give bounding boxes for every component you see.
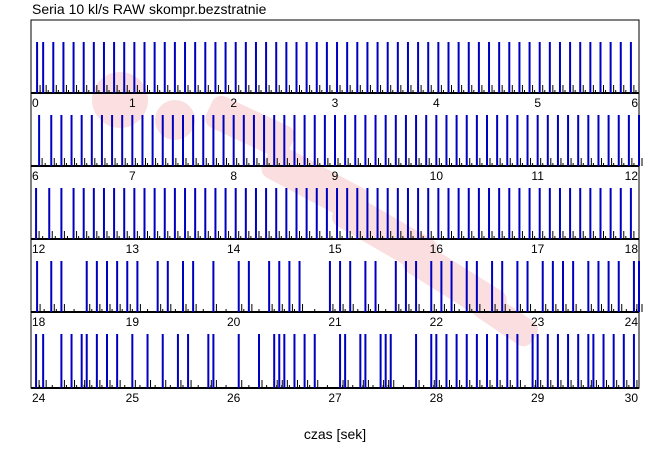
tick-label: 8 xyxy=(230,169,237,183)
tick-label: 6 xyxy=(32,169,39,183)
tick-label: 29 xyxy=(531,391,545,405)
tick-label: 21 xyxy=(328,315,342,329)
tick-label: 12 xyxy=(32,242,46,256)
timeline-row-2: 6 7 8 9 10 11 12 xyxy=(31,115,643,183)
tick-label: 27 xyxy=(328,391,342,405)
tick-label: 14 xyxy=(227,242,241,256)
tick-label: 25 xyxy=(126,391,140,405)
plot-frame xyxy=(30,19,640,389)
tick-label: 17 xyxy=(531,242,545,256)
tick-label: 15 xyxy=(328,242,342,256)
tick-label: 16 xyxy=(430,242,444,256)
timeline-row-3: 12 13 14 15 16 17 18 xyxy=(31,188,639,256)
tick-label: 0 xyxy=(32,96,39,110)
timeline-row-5: 24 25 26 27 28 29 30 xyxy=(31,334,639,405)
tick-label: 6 xyxy=(631,96,638,110)
tick-label: 18 xyxy=(32,315,46,329)
timeline-row-1: 0 1 2 3 4 5 6 xyxy=(31,42,639,110)
tick-label: 1 xyxy=(129,96,136,110)
tick-label: 24 xyxy=(625,315,639,329)
tick-label: 11 xyxy=(531,169,544,183)
tick-label: 23 xyxy=(531,315,545,329)
tick-label: 2 xyxy=(230,96,237,110)
tick-label: 26 xyxy=(227,391,241,405)
tick-label: 10 xyxy=(430,169,444,183)
tick-label: 30 xyxy=(625,391,639,405)
tick-label: 28 xyxy=(430,391,444,405)
tick-label: 9 xyxy=(332,169,339,183)
tick-label: 19 xyxy=(126,315,140,329)
tick-label: 13 xyxy=(126,242,140,256)
x-axis-label: czas [sek] xyxy=(303,426,367,442)
tick-label: 3 xyxy=(332,96,339,110)
tick-label: 18 xyxy=(625,242,639,256)
tick-label: 12 xyxy=(625,169,639,183)
timeline-row-4: 18 19 20 21 22 23 24 xyxy=(31,261,643,329)
chart-title: Seria 10 kl/s RAW skompr.bezstratnie xyxy=(32,1,267,17)
tick-label: 24 xyxy=(32,391,46,405)
tick-label: 20 xyxy=(227,315,241,329)
tick-label: 22 xyxy=(430,315,444,329)
tick-label: 5 xyxy=(534,96,541,110)
tick-label: 7 xyxy=(129,169,136,183)
tick-label: 4 xyxy=(433,96,440,110)
